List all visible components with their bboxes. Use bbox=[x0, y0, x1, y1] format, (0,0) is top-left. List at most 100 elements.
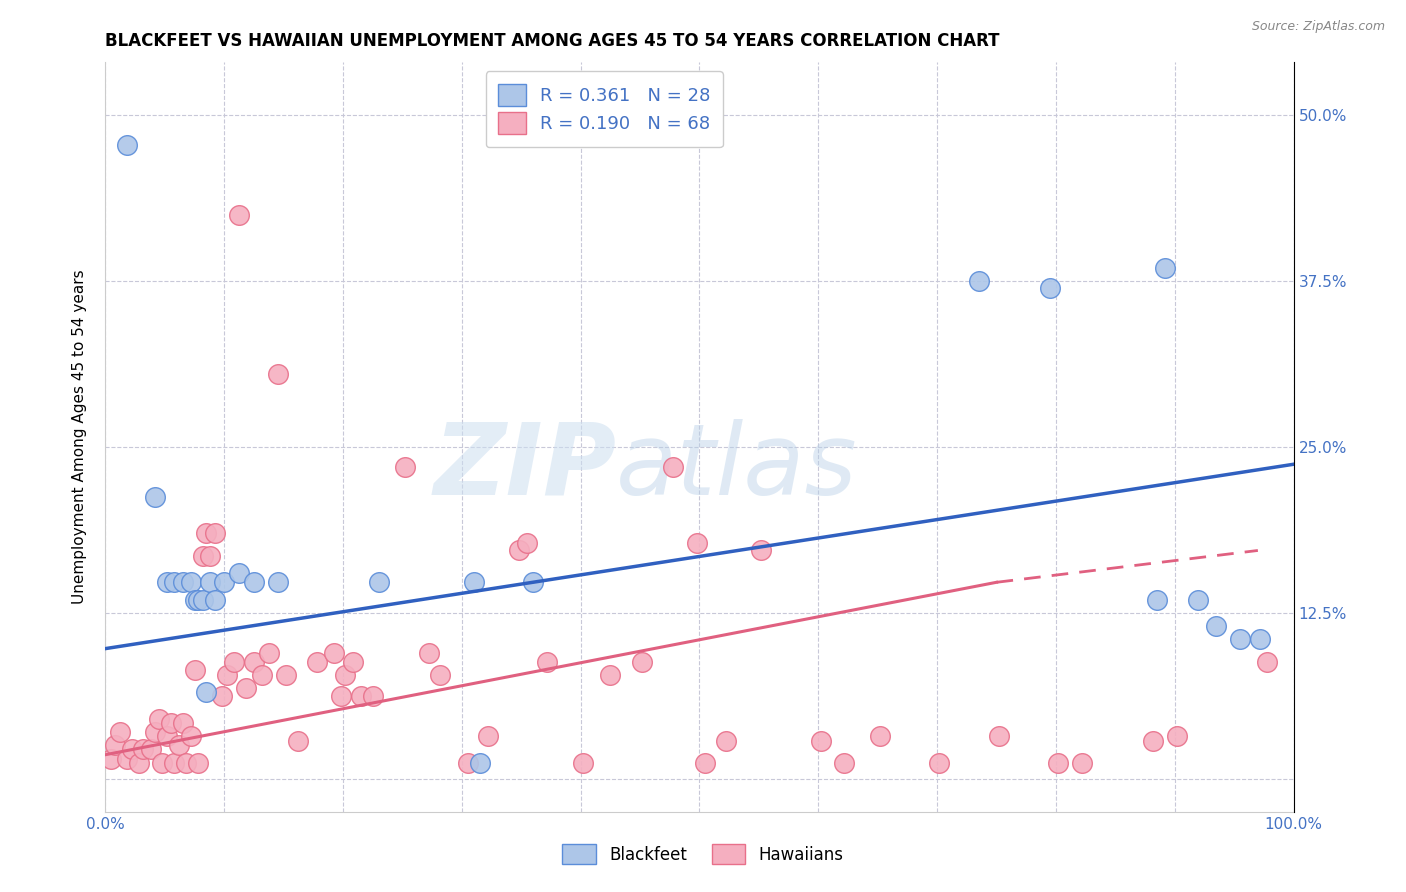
Point bbox=[429, 668, 451, 682]
Point bbox=[714, 734, 737, 748]
Point bbox=[195, 526, 218, 541]
Point bbox=[335, 668, 357, 682]
Text: Source: ZipAtlas.com: Source: ZipAtlas.com bbox=[1251, 20, 1385, 33]
Point bbox=[508, 543, 530, 558]
Point bbox=[1187, 592, 1209, 607]
Point bbox=[1039, 281, 1062, 295]
Point bbox=[172, 715, 194, 730]
Point bbox=[394, 459, 416, 474]
Point bbox=[204, 526, 226, 541]
Point bbox=[143, 491, 166, 505]
Point bbox=[159, 715, 181, 730]
Point bbox=[108, 725, 131, 739]
Point bbox=[222, 655, 245, 669]
Point bbox=[967, 274, 990, 288]
Point bbox=[536, 655, 558, 669]
Point bbox=[143, 725, 166, 739]
Point bbox=[267, 367, 290, 381]
Point bbox=[350, 690, 373, 704]
Point bbox=[869, 729, 891, 743]
Point bbox=[228, 566, 250, 580]
Point bbox=[183, 663, 205, 677]
Point bbox=[115, 752, 138, 766]
Point bbox=[235, 681, 257, 696]
Point bbox=[928, 756, 950, 770]
Point bbox=[342, 655, 364, 669]
Point bbox=[418, 646, 440, 660]
Point bbox=[195, 685, 218, 699]
Point bbox=[1142, 734, 1164, 748]
Point bbox=[100, 752, 122, 766]
Legend: Blackfeet, Hawaiians: Blackfeet, Hawaiians bbox=[555, 838, 851, 871]
Point bbox=[148, 712, 170, 726]
Point bbox=[172, 575, 194, 590]
Point bbox=[1166, 729, 1188, 743]
Point bbox=[662, 459, 685, 474]
Point bbox=[243, 655, 266, 669]
Point bbox=[631, 655, 654, 669]
Point bbox=[214, 575, 236, 590]
Point bbox=[215, 668, 238, 682]
Point bbox=[128, 756, 150, 770]
Point bbox=[115, 137, 138, 152]
Point bbox=[174, 756, 197, 770]
Point bbox=[749, 543, 772, 558]
Point bbox=[180, 575, 202, 590]
Point bbox=[463, 575, 485, 590]
Point bbox=[163, 575, 186, 590]
Point bbox=[163, 756, 186, 770]
Point bbox=[572, 756, 595, 770]
Point bbox=[156, 729, 179, 743]
Point bbox=[198, 575, 221, 590]
Point bbox=[243, 575, 266, 590]
Point bbox=[104, 739, 127, 753]
Point bbox=[187, 756, 209, 770]
Point bbox=[1154, 260, 1177, 275]
Point bbox=[1205, 619, 1227, 633]
Point bbox=[183, 592, 205, 607]
Point bbox=[810, 734, 832, 748]
Point bbox=[1256, 655, 1278, 669]
Point bbox=[1047, 756, 1070, 770]
Legend: R = 0.361   N = 28, R = 0.190   N = 68: R = 0.361 N = 28, R = 0.190 N = 68 bbox=[486, 71, 723, 147]
Point bbox=[477, 729, 499, 743]
Point bbox=[1146, 592, 1168, 607]
Point bbox=[468, 756, 491, 770]
Point bbox=[259, 646, 281, 660]
Point bbox=[156, 575, 179, 590]
Point bbox=[187, 592, 209, 607]
Text: ZIP: ZIP bbox=[433, 418, 616, 516]
Point bbox=[274, 668, 297, 682]
Point bbox=[329, 690, 352, 704]
Point bbox=[132, 742, 155, 756]
Point bbox=[267, 575, 290, 590]
Point bbox=[1071, 756, 1094, 770]
Point bbox=[1249, 632, 1271, 647]
Point bbox=[121, 742, 143, 756]
Point bbox=[834, 756, 856, 770]
Point bbox=[987, 729, 1010, 743]
Point bbox=[287, 734, 309, 748]
Text: BLACKFEET VS HAWAIIAN UNEMPLOYMENT AMONG AGES 45 TO 54 YEARS CORRELATION CHART: BLACKFEET VS HAWAIIAN UNEMPLOYMENT AMONG… bbox=[105, 32, 1000, 50]
Point bbox=[167, 739, 190, 753]
Point bbox=[191, 549, 214, 563]
Point bbox=[457, 756, 479, 770]
Point bbox=[191, 592, 214, 607]
Text: atlas: atlas bbox=[616, 418, 858, 516]
Point bbox=[198, 549, 221, 563]
Point bbox=[522, 575, 544, 590]
Point bbox=[228, 208, 250, 222]
Y-axis label: Unemployment Among Ages 45 to 54 years: Unemployment Among Ages 45 to 54 years bbox=[72, 269, 87, 605]
Point bbox=[1229, 632, 1251, 647]
Point bbox=[204, 592, 226, 607]
Point bbox=[139, 742, 162, 756]
Point bbox=[322, 646, 344, 660]
Point bbox=[686, 535, 709, 549]
Point bbox=[180, 729, 202, 743]
Point bbox=[211, 690, 233, 704]
Point bbox=[367, 575, 389, 590]
Point bbox=[599, 668, 621, 682]
Point bbox=[152, 756, 174, 770]
Point bbox=[516, 535, 538, 549]
Point bbox=[695, 756, 717, 770]
